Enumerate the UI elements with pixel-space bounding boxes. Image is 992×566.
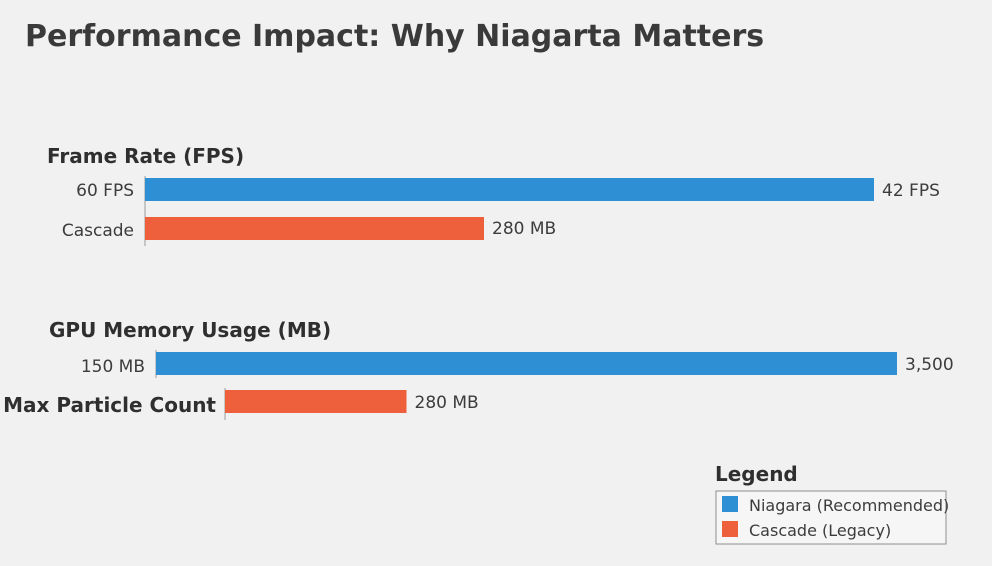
legend-niagara-swatch [722, 496, 738, 512]
gpu-memory-panel-title: GPU Memory Usage (MB) [49, 318, 331, 342]
legend-cascade-swatch [722, 521, 738, 537]
frame-rate-cascade-value-label: 280 MB [492, 219, 556, 239]
frame-rate-niagara-bar [145, 178, 874, 201]
gpu-memory-cascade-value-label: 280 MB [415, 393, 479, 413]
frame-rate-cascade-bar [145, 217, 484, 240]
gpu-memory-cascade-bar [225, 390, 407, 413]
gpu-memory-niagara-bar [156, 352, 897, 375]
gpu-memory-niagara-value-label: 3,500 [905, 355, 954, 375]
frame-rate-tick-label-niagara: 60 FPS [76, 181, 134, 201]
gpu-memory-tick-label-cascade: Max Particle Count [3, 393, 216, 417]
legend-title: Legend [715, 462, 798, 486]
frame-rate-niagara-value-label: 42 FPS [882, 181, 940, 201]
gpu-memory-tick-label-niagara: 150 MB [81, 357, 145, 377]
chart-title: Performance Impact: Why Niagarta Matters [25, 19, 764, 54]
legend-niagara-label: Niagara (Recommended) [749, 496, 949, 515]
legend-box [715, 490, 947, 545]
legend-cascade-label: Cascade (Legacy) [749, 521, 891, 540]
frame-rate-tick-label-cascade: Cascade [62, 221, 134, 241]
frame-rate-panel-title: Frame Rate (FPS) [47, 144, 244, 168]
